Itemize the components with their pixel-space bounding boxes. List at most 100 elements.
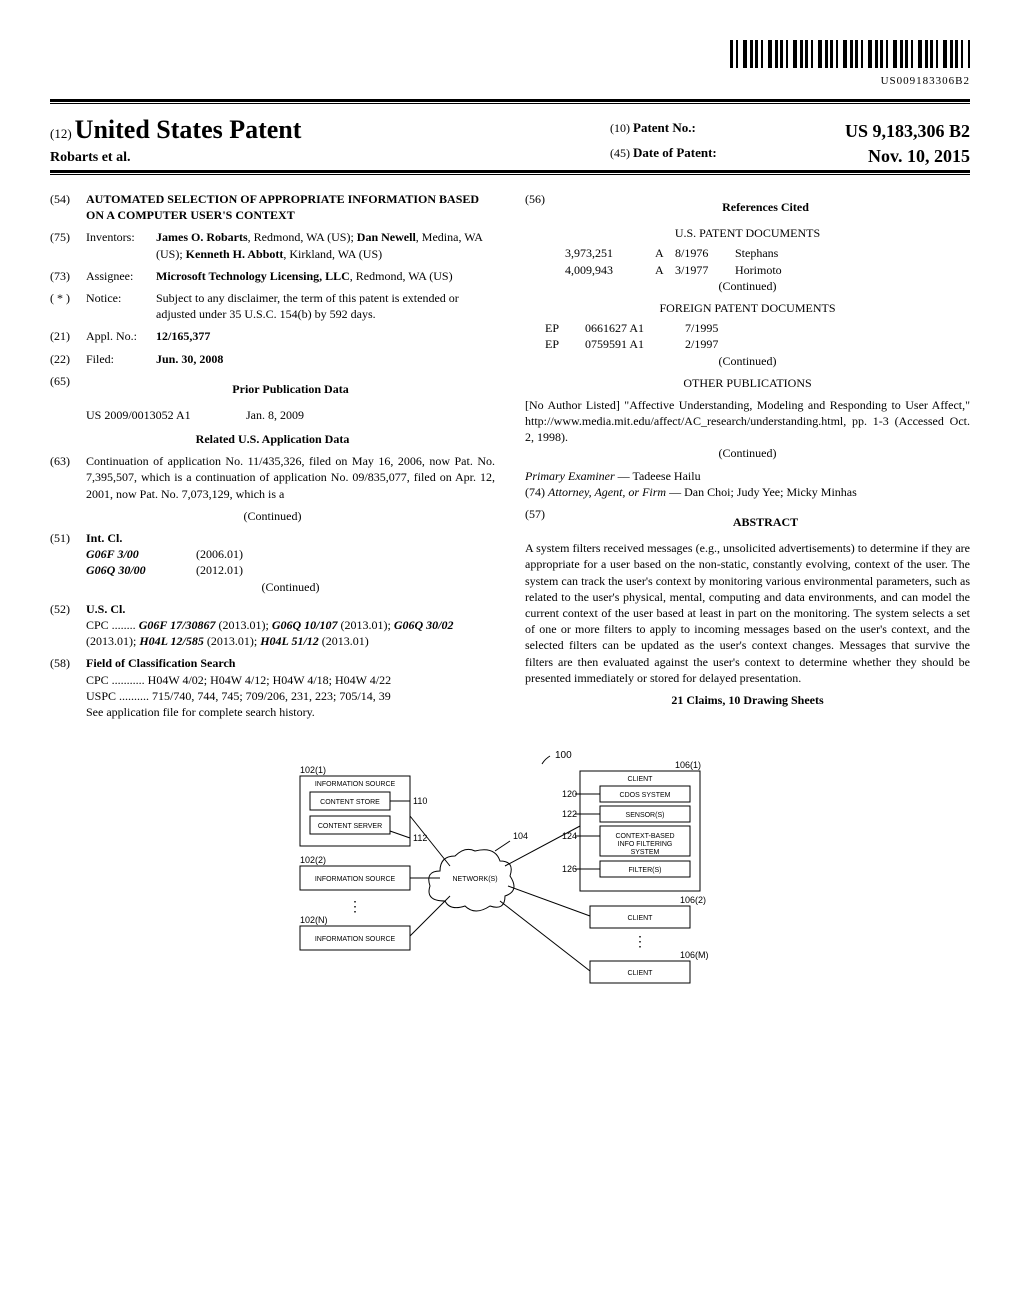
fcs-cpc: CPC ........... H04W 4/02; H04W 4/12; H0… [86,672,495,688]
attorney-label: Attorney, Agent, or Firm [548,485,666,499]
box-id: 106(M) [680,950,709,960]
fcs-note: See application file for complete search… [86,704,495,720]
box-label: CONTENT STORE [320,799,380,806]
header-title: United States Patent [75,115,302,144]
divider [50,170,970,173]
field-num: (56) [525,191,561,219]
header-prefix: (12) [50,126,72,141]
patent-no-label: Patent No.: [633,119,696,137]
field-label: Appl. No.: [86,328,156,344]
ellipsis: ⋮ [633,933,647,949]
box-label: CLIENT [628,776,654,783]
date-prefix: (45) [610,146,630,160]
box-id: 102(1) [300,765,326,775]
patent-title: AUTOMATED SELECTION OF APPROPRIATE INFOR… [86,191,495,223]
box-label: INFORMATION SOURCE [315,781,396,788]
field-label: Notice: [86,290,156,322]
box-tag: 124 [562,831,577,841]
field-num: ( * ) [50,290,86,322]
field-num: (65) [50,373,86,401]
assignee-value: Microsoft Technology Licensing, LLC, Red… [156,268,495,284]
continued: (Continued) [525,353,970,369]
fp-docs-head: FOREIGN PATENT DOCUMENTS [525,300,970,316]
fcs-label: Field of Classification Search [86,655,495,671]
abstract-text: A system filters received messages (e.g.… [525,540,970,686]
ellipsis: ⋮ [348,898,362,914]
fcs-uspc: USPC .......... 715/740, 744, 745; 709/2… [86,688,495,704]
field-num: (51) [50,530,86,595]
barcode-number: US009183306B2 [50,74,970,89]
examiner-value: Tadeese Hailu [632,469,700,483]
notice-value: Subject to any disclaimer, the term of t… [156,290,495,322]
box-tag: 122 [562,809,577,819]
field-label: Filed: [86,351,156,367]
ref-no: 4,009,943 [565,262,655,278]
box-label: CLIENT [628,915,654,922]
box-label: SYSTEM [631,849,660,856]
ref-date: 8/1976 [675,245,735,261]
box-label: FILTER(S) [629,867,662,874]
claims-line: 21 Claims, 10 Drawing Sheets [525,692,970,708]
box-id: 102(2) [300,855,326,865]
box-id: 106(1) [675,760,701,770]
date-value: Nov. 10, 2015 [868,144,970,168]
fig-ref-100: 100 [555,750,572,761]
box-tag: 104 [513,831,528,841]
fp-date: 2/1997 [685,336,745,352]
us-docs-head: U.S. PATENT DOCUMENTS [525,225,970,241]
ref-type: A [655,262,675,278]
right-column: (56) References Cited U.S. PATENT DOCUME… [525,185,970,726]
other-pub-head: OTHER PUBLICATIONS [525,375,970,391]
fp-date: 7/1995 [685,320,745,336]
box-label: CONTEXT-BASED [615,833,674,840]
box-tag: 120 [562,789,577,799]
barcode-block: US009183306B2 [50,40,970,89]
ref-no: 3,973,251 [565,245,655,261]
field-num: (58) [50,655,86,720]
continued: (Continued) [86,579,495,595]
box-label: CONTENT SERVER [318,823,382,830]
abstract-head: ABSTRACT [561,514,970,530]
box-label: SENSOR(S) [626,812,665,819]
field-num: (22) [50,351,86,367]
prior-pub-date: Jan. 8, 2009 [246,407,304,423]
attorney-num: (74) [525,485,545,499]
field-label: Assignee: [86,268,156,284]
intcl-code: G06Q 30/00 [86,562,196,578]
field-num: (75) [50,229,86,261]
field-label: Inventors: [86,229,156,261]
box-label: NETWORK(S) [452,876,497,883]
fp-cc: EP [545,320,585,336]
field-num: (52) [50,601,86,650]
divider [50,103,970,104]
examiner-label: Primary Examiner [525,469,615,483]
ref-type: A [655,245,675,261]
intcl-code: G06F 3/00 [86,546,196,562]
continued: (Continued) [525,445,970,461]
barcode-graphic [730,40,970,68]
figure-diagram: 100 INFORMATION SOURCE 102(1) CONTENT ST… [50,746,970,1006]
prior-pub-no: US 2009/0013052 A1 [86,407,246,423]
filed-date: Jun. 30, 2008 [156,351,495,367]
fp-no: 0661627 A1 [585,320,685,336]
patent-no-value: US 9,183,306 B2 [845,119,970,143]
box-id: 106(2) [680,895,706,905]
field-num: (73) [50,268,86,284]
box-label: INFORMATION SOURCE [315,936,396,943]
inventors-value: James O. Robarts, Redmond, WA (US); Dan … [156,229,495,261]
patent-no-prefix: (10) [610,121,630,135]
intcl-label: Int. Cl. [86,530,495,546]
intcl-ver: (2006.01) [196,546,243,562]
prior-pub-head: Prior Publication Data [86,381,495,397]
left-column: (54) AUTOMATED SELECTION OF APPROPRIATE … [50,185,495,726]
ref-date: 3/1977 [675,262,735,278]
box-label: CDOS SYSTEM [620,792,671,799]
divider [50,174,970,175]
related-text: Continuation of application No. 11/435,3… [86,453,495,502]
continued: (Continued) [525,278,970,294]
header-author: Robarts et al. [50,149,301,168]
refs-head: References Cited [561,199,970,215]
examiner-line: Primary Examiner — Tadeese Hailu [525,468,970,484]
attorney-value: Dan Choi; Judy Yee; Micky Minhas [684,485,857,499]
intcl-ver: (2012.01) [196,562,243,578]
